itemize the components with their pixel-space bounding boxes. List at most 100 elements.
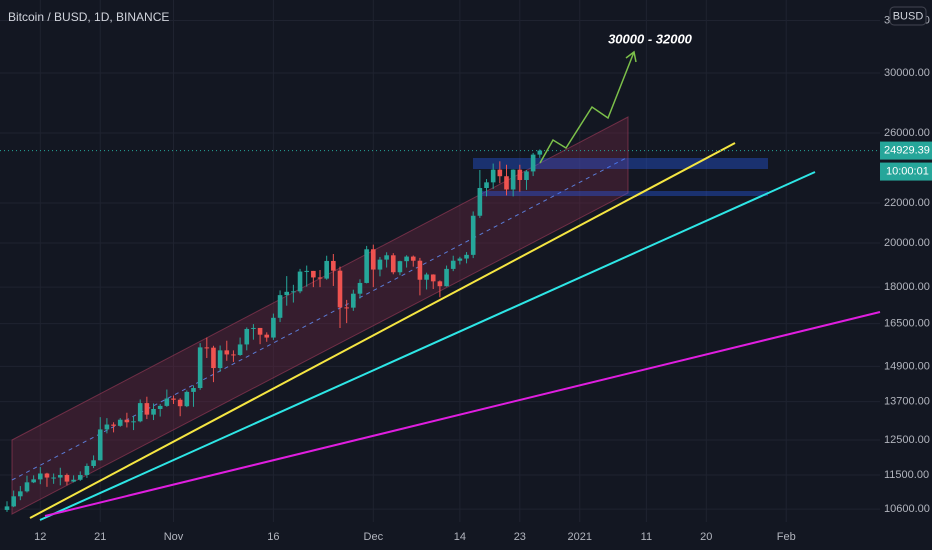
currency-badge[interactable] (889, 6, 927, 26)
trend-line (44, 311, 881, 517)
candle-body (504, 176, 509, 190)
candle-body (177, 399, 183, 407)
candle-body (244, 328, 250, 345)
zone (473, 158, 768, 169)
candle-body (470, 215, 476, 255)
candle-body (304, 270, 309, 272)
candle-body (204, 347, 210, 349)
last-price-box (880, 141, 932, 160)
x-tick-label: Feb (777, 531, 796, 543)
candles (0, 149, 880, 512)
x-tick-label: Nov (164, 531, 184, 543)
y-tick-label: 20000.00 (884, 237, 930, 249)
candle-body (97, 429, 103, 461)
last-price-label: 24929.39 (884, 144, 930, 156)
channel-median (11, 156, 629, 481)
candle-body (510, 169, 516, 190)
projection-arrow (539, 51, 635, 164)
grid (0, 0, 880, 522)
candle-body (151, 408, 156, 415)
candle-body (144, 403, 150, 415)
candle-body (497, 169, 503, 177)
candle-body (184, 391, 190, 407)
candle-body (4, 506, 10, 510)
candle-body (424, 274, 429, 280)
x-tick-label: 2021 (568, 531, 592, 543)
arrow-head (625, 50, 637, 63)
candle-body (484, 182, 489, 189)
candle-body (357, 282, 363, 294)
candle-body (371, 249, 376, 270)
candle-body (317, 277, 323, 279)
candle-body (291, 291, 296, 293)
candle-body (410, 256, 416, 261)
x-tick-label: 14 (454, 531, 466, 543)
candle-body (64, 474, 70, 482)
candle-body (57, 474, 63, 478)
candle-body (71, 479, 76, 482)
candle-body (38, 473, 43, 480)
candle-body (457, 258, 463, 261)
candle-body (490, 169, 496, 183)
candle-body (104, 424, 110, 430)
trend-line (39, 171, 816, 521)
candle-body (44, 473, 50, 478)
candle-body (397, 261, 403, 273)
candle-body (137, 403, 143, 422)
candle-body (91, 460, 96, 466)
candle-body (377, 259, 383, 270)
y-tick-label: 26000.00 (884, 127, 930, 139)
x-tick-label: 21 (94, 531, 106, 543)
candle-body (31, 479, 36, 483)
y-tick-label: 11500.00 (884, 469, 929, 481)
candle-body (51, 477, 56, 479)
countdown-label: 10:00:01 (886, 165, 929, 177)
trend-line (29, 142, 736, 519)
candle-body (537, 150, 543, 155)
candle-body (171, 398, 176, 400)
y-tick-label: 22000.00 (884, 197, 930, 209)
candle-body (331, 260, 336, 271)
candle-body (404, 256, 409, 262)
candle-body (111, 424, 116, 426)
candle-body (444, 268, 449, 287)
candle-body (131, 421, 136, 423)
candle-body (464, 254, 469, 259)
candle-body (124, 419, 130, 423)
y-tick-label: 14900.00 (884, 360, 930, 372)
candle-body (344, 307, 349, 309)
candle-body (311, 270, 316, 278)
candle-body (257, 327, 263, 335)
candle-body (337, 270, 343, 308)
x-tick-label: 16 (267, 531, 279, 543)
candle-body (390, 255, 396, 273)
candle-body (530, 154, 536, 172)
y-tick-label: 18000.00 (884, 281, 930, 293)
candle-body (211, 347, 216, 369)
candle-body (437, 281, 443, 287)
candle-body (251, 327, 256, 329)
x-tick-label: 23 (514, 531, 526, 543)
candle-body (77, 474, 83, 480)
candle-body (477, 188, 483, 216)
candle-body (351, 293, 356, 308)
candle-body (324, 260, 329, 279)
countdown-box (880, 162, 932, 181)
candle-body (517, 169, 523, 180)
candle-body (164, 398, 170, 406)
candle-body (271, 317, 276, 338)
candle-body (384, 255, 389, 260)
y-tick-label: 10600.00 (884, 503, 930, 515)
candle-body (84, 465, 90, 475)
currency-badge-label[interactable]: BUSD (893, 10, 924, 22)
candle-body (191, 388, 196, 392)
y-tick-label: 30000.00 (884, 67, 930, 79)
candle-body (11, 496, 16, 507)
candle-body (297, 271, 303, 292)
candle-body (237, 344, 243, 355)
candle-body (224, 350, 230, 355)
candle-body (197, 347, 203, 389)
candle-body (18, 491, 23, 497)
candle-body (450, 260, 456, 269)
